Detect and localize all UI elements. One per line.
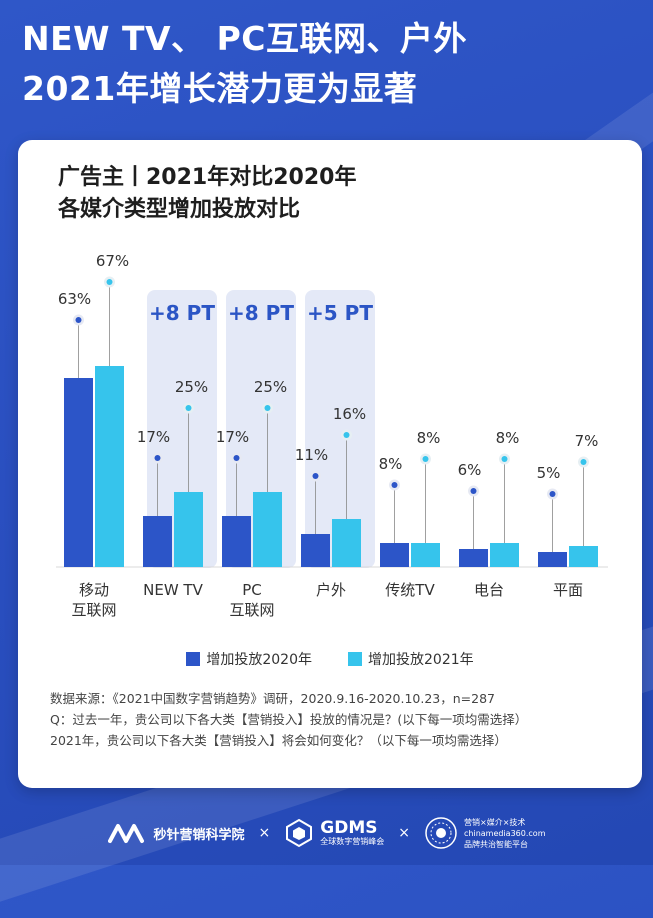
gdms-name: GDMS bbox=[320, 818, 378, 838]
category-label: 互联网 bbox=[71, 601, 116, 619]
dot-2020 bbox=[154, 455, 161, 461]
source-line-3: 2021年，贵公司以下各大类【营销投入】将会如何变化？（以下每一项均需选择） bbox=[50, 733, 507, 748]
data-label-2020: 5% bbox=[537, 464, 561, 482]
bar-2021 bbox=[332, 519, 361, 567]
data-label-2021: 8% bbox=[496, 429, 520, 447]
dot-2020 bbox=[549, 491, 556, 497]
data-label-2021: 25% bbox=[254, 378, 287, 396]
dot-2021 bbox=[106, 279, 113, 285]
dot-2021 bbox=[264, 405, 271, 411]
bar-2020 bbox=[64, 378, 93, 567]
chinamedia-line-3: 品牌共治智能平台 bbox=[464, 839, 528, 849]
bar-2021 bbox=[95, 366, 124, 567]
footer-separator: × bbox=[398, 825, 410, 841]
miaozhen-mark-icon bbox=[107, 824, 144, 843]
growth-label: +8 PT bbox=[228, 301, 294, 325]
dot-2020 bbox=[75, 317, 82, 323]
chinamedia-globe-icon bbox=[425, 817, 457, 849]
data-label-2020: 17% bbox=[216, 428, 249, 446]
chinamedia-line-1: 营销×媒介×技术 bbox=[464, 817, 526, 827]
source-line-1: 数据来源：《2021中国数字营销趋势》调研，2020.9.16-2020.10.… bbox=[50, 691, 496, 706]
category-label: 电台 bbox=[474, 581, 504, 599]
legend-item-2021: 增加投放2021年 bbox=[348, 649, 474, 669]
dot-2020 bbox=[312, 473, 319, 479]
chinamedia-line-2: chinamedia360.com bbox=[464, 828, 546, 838]
dot-2021 bbox=[580, 459, 587, 465]
highlight-panel bbox=[305, 290, 375, 568]
category-label: PC bbox=[242, 581, 262, 599]
bar-2021 bbox=[253, 492, 282, 567]
data-label-2020: 6% bbox=[458, 461, 482, 479]
miaozhen-name: 秒针营销科学院 bbox=[153, 827, 245, 843]
bar-2021 bbox=[490, 543, 519, 567]
data-label-2020: 8% bbox=[379, 455, 403, 473]
category-label: 互联网 bbox=[229, 601, 274, 619]
headline-line-2: 2021年增长潜力更为显著 bbox=[22, 69, 418, 108]
bar-2020 bbox=[538, 552, 567, 567]
gdms-cube-icon bbox=[286, 818, 313, 848]
dot-2021 bbox=[185, 405, 192, 411]
bar-2020 bbox=[459, 549, 488, 567]
gdms-logo: GDMS 全球数字营销峰会 bbox=[284, 818, 384, 848]
chart-card: 广告主丨2021年对比2020年 各媒介类型增加投放对比 +8 PT +8 PT +… bbox=[18, 140, 642, 788]
category-label: NEW TV bbox=[143, 581, 203, 599]
data-label-2020: 11% bbox=[295, 446, 328, 464]
dot-2020 bbox=[391, 482, 398, 488]
chinamedia-logo: 营销×媒介×技术 chinamedia360.com 品牌共治智能平台 bbox=[424, 816, 545, 850]
data-label-2020: 17% bbox=[137, 428, 170, 446]
card-title: 广告主丨2021年对比2020年 各媒介类型增加投放对比 bbox=[58, 162, 618, 226]
legend-item-2020: 增加投放2020年 bbox=[186, 649, 312, 669]
dot-2020 bbox=[233, 455, 240, 461]
bar-2021 bbox=[411, 543, 440, 567]
growth-label: +8 PT bbox=[149, 301, 215, 325]
dot-2021 bbox=[343, 432, 350, 438]
dot-2020 bbox=[470, 488, 477, 494]
legend: 增加投放2020年 增加投放2021年 bbox=[18, 649, 642, 669]
bar-2020 bbox=[222, 516, 251, 567]
data-label-2021: 16% bbox=[333, 405, 366, 423]
legend-label-2020: 增加投放2020年 bbox=[206, 652, 312, 668]
data-label-2021: 25% bbox=[175, 378, 208, 396]
data-label-2021: 7% bbox=[575, 432, 599, 450]
category-label: 传统TV bbox=[385, 581, 435, 599]
bar-2021 bbox=[174, 492, 203, 567]
legend-label-2021: 增加投放2021年 bbox=[368, 652, 474, 668]
gdms-subtitle: 全球数字营销峰会 bbox=[320, 837, 385, 846]
growth-label: +5 PT bbox=[307, 301, 373, 325]
headline-line-1: NEW TV、 PC互联网、户外 bbox=[22, 19, 467, 58]
bar-2020 bbox=[301, 534, 330, 567]
card-title-line-2: 各媒介类型增加投放对比 bbox=[58, 197, 301, 222]
data-label-2021: 8% bbox=[417, 429, 441, 447]
bar-2020 bbox=[143, 516, 172, 567]
footer: 秒针营销科学院 × GDMS 全球数字营销峰会 × 营销×媒介×技术 china… bbox=[0, 808, 653, 858]
bar-2021 bbox=[569, 546, 598, 567]
footer-separator: × bbox=[258, 825, 271, 841]
card-title-line-1: 广告主丨2021年对比2020年 bbox=[58, 165, 357, 190]
dot-2021 bbox=[422, 456, 429, 462]
dot-2021 bbox=[501, 456, 508, 462]
legend-swatch-2020 bbox=[186, 652, 201, 666]
category-label: 户外 bbox=[316, 581, 346, 599]
bar-2020 bbox=[380, 543, 409, 567]
legend-swatch-2021 bbox=[348, 652, 362, 666]
headline: NEW TV、 PC互联网、户外 2021年增长潜力更为显著 bbox=[22, 14, 642, 114]
data-source-note: 数据来源：《2021中国数字营销趋势》调研，2020.9.16-2020.10.… bbox=[50, 688, 630, 751]
category-label: 平面 bbox=[553, 581, 583, 599]
data-label-2020: 63% bbox=[58, 290, 91, 308]
source-line-2: Q：过去一年，贵公司以下各大类【营销投入】投放的情况是？(以下每一项均需选择） bbox=[50, 712, 528, 727]
miaozhen-logo: 秒针营销科学院 bbox=[107, 821, 245, 845]
data-label-2021: 67% bbox=[96, 252, 129, 270]
category-label: 移动 bbox=[79, 581, 109, 599]
